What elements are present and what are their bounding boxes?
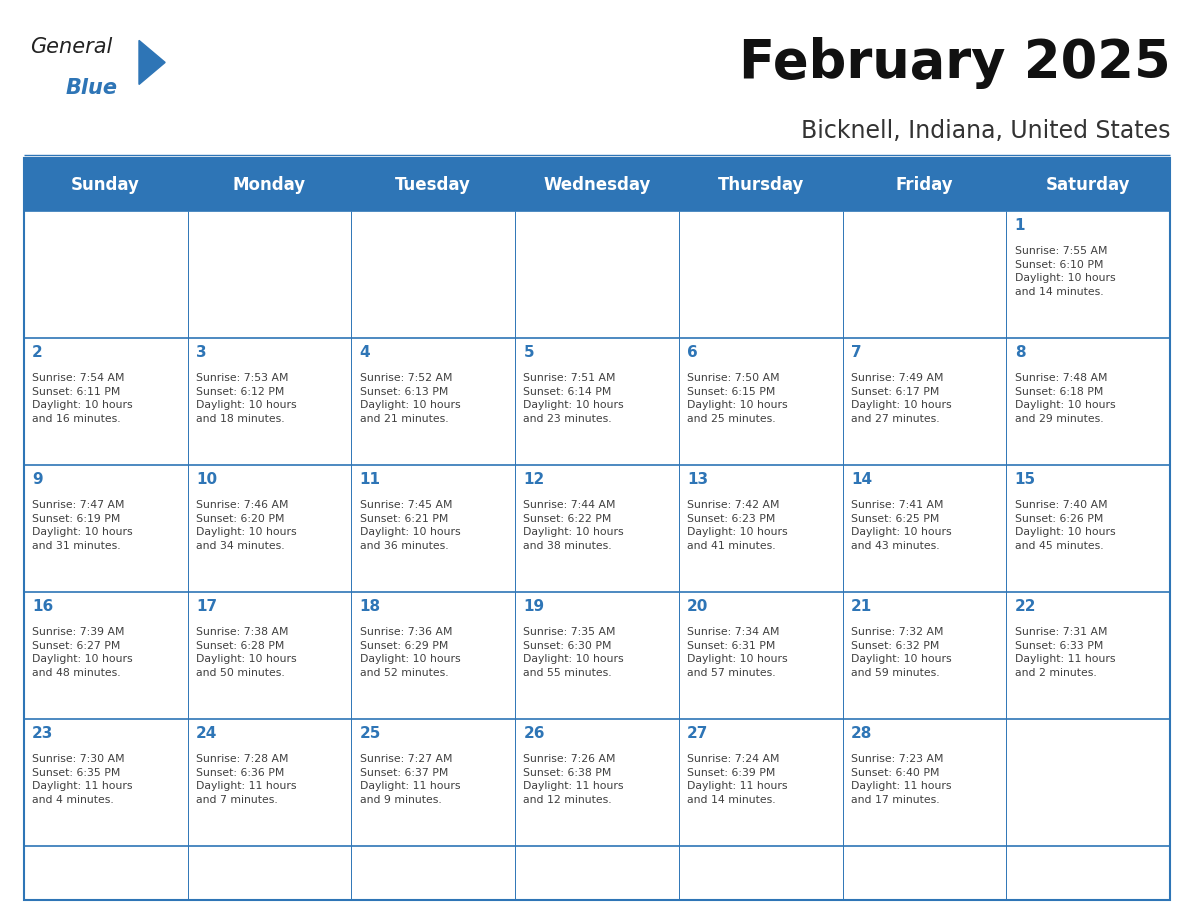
Text: Friday: Friday <box>896 175 953 194</box>
Text: 26: 26 <box>524 726 545 741</box>
Text: Thursday: Thursday <box>718 175 804 194</box>
Text: 27: 27 <box>687 726 708 741</box>
Text: Sunrise: 7:27 AM
Sunset: 6:37 PM
Daylight: 11 hours
and 9 minutes.: Sunrise: 7:27 AM Sunset: 6:37 PM Dayligh… <box>360 755 460 805</box>
Text: 25: 25 <box>360 726 381 741</box>
Text: Sunrise: 7:55 AM
Sunset: 6:10 PM
Daylight: 10 hours
and 14 minutes.: Sunrise: 7:55 AM Sunset: 6:10 PM Dayligh… <box>1015 246 1116 297</box>
Text: 7: 7 <box>851 344 861 360</box>
Text: Sunrise: 7:30 AM
Sunset: 6:35 PM
Daylight: 11 hours
and 4 minutes.: Sunrise: 7:30 AM Sunset: 6:35 PM Dayligh… <box>32 755 133 805</box>
Text: 11: 11 <box>360 472 380 487</box>
Text: Sunrise: 7:36 AM
Sunset: 6:29 PM
Daylight: 10 hours
and 52 minutes.: Sunrise: 7:36 AM Sunset: 6:29 PM Dayligh… <box>360 627 460 678</box>
Text: 18: 18 <box>360 599 380 614</box>
Text: Sunrise: 7:53 AM
Sunset: 6:12 PM
Daylight: 10 hours
and 18 minutes.: Sunrise: 7:53 AM Sunset: 6:12 PM Dayligh… <box>196 373 297 424</box>
Text: Sunrise: 7:47 AM
Sunset: 6:19 PM
Daylight: 10 hours
and 31 minutes.: Sunrise: 7:47 AM Sunset: 6:19 PM Dayligh… <box>32 500 133 551</box>
Bar <box>24 158 1170 211</box>
Text: Wednesday: Wednesday <box>543 175 651 194</box>
Text: 14: 14 <box>851 472 872 487</box>
Text: 3: 3 <box>196 344 207 360</box>
Text: Sunrise: 7:45 AM
Sunset: 6:21 PM
Daylight: 10 hours
and 36 minutes.: Sunrise: 7:45 AM Sunset: 6:21 PM Dayligh… <box>360 500 460 551</box>
Text: 15: 15 <box>1015 472 1036 487</box>
Text: 19: 19 <box>524 599 544 614</box>
Text: Sunrise: 7:51 AM
Sunset: 6:14 PM
Daylight: 10 hours
and 23 minutes.: Sunrise: 7:51 AM Sunset: 6:14 PM Dayligh… <box>524 373 624 424</box>
Text: Sunrise: 7:44 AM
Sunset: 6:22 PM
Daylight: 10 hours
and 38 minutes.: Sunrise: 7:44 AM Sunset: 6:22 PM Dayligh… <box>524 500 624 551</box>
Text: Sunrise: 7:32 AM
Sunset: 6:32 PM
Daylight: 10 hours
and 59 minutes.: Sunrise: 7:32 AM Sunset: 6:32 PM Dayligh… <box>851 627 952 678</box>
Text: Sunrise: 7:24 AM
Sunset: 6:39 PM
Daylight: 11 hours
and 14 minutes.: Sunrise: 7:24 AM Sunset: 6:39 PM Dayligh… <box>687 755 788 805</box>
Text: Sunrise: 7:39 AM
Sunset: 6:27 PM
Daylight: 10 hours
and 48 minutes.: Sunrise: 7:39 AM Sunset: 6:27 PM Dayligh… <box>32 627 133 678</box>
Text: 13: 13 <box>687 472 708 487</box>
Text: 5: 5 <box>524 344 535 360</box>
Text: 17: 17 <box>196 599 217 614</box>
Text: Blue: Blue <box>65 78 118 98</box>
Text: Sunrise: 7:48 AM
Sunset: 6:18 PM
Daylight: 10 hours
and 29 minutes.: Sunrise: 7:48 AM Sunset: 6:18 PM Dayligh… <box>1015 373 1116 424</box>
Text: Sunrise: 7:41 AM
Sunset: 6:25 PM
Daylight: 10 hours
and 43 minutes.: Sunrise: 7:41 AM Sunset: 6:25 PM Dayligh… <box>851 500 952 551</box>
Text: Bicknell, Indiana, United States: Bicknell, Indiana, United States <box>801 119 1170 143</box>
Text: 9: 9 <box>32 472 43 487</box>
Text: Monday: Monday <box>233 175 307 194</box>
Bar <box>24 158 1170 900</box>
Text: Sunrise: 7:35 AM
Sunset: 6:30 PM
Daylight: 10 hours
and 55 minutes.: Sunrise: 7:35 AM Sunset: 6:30 PM Dayligh… <box>524 627 624 678</box>
Text: 12: 12 <box>524 472 544 487</box>
Text: Sunrise: 7:34 AM
Sunset: 6:31 PM
Daylight: 10 hours
and 57 minutes.: Sunrise: 7:34 AM Sunset: 6:31 PM Dayligh… <box>687 627 788 678</box>
Text: 16: 16 <box>32 599 53 614</box>
Polygon shape <box>139 40 165 84</box>
Text: Sunrise: 7:54 AM
Sunset: 6:11 PM
Daylight: 10 hours
and 16 minutes.: Sunrise: 7:54 AM Sunset: 6:11 PM Dayligh… <box>32 373 133 424</box>
Text: Sunrise: 7:52 AM
Sunset: 6:13 PM
Daylight: 10 hours
and 21 minutes.: Sunrise: 7:52 AM Sunset: 6:13 PM Dayligh… <box>360 373 460 424</box>
Text: 24: 24 <box>196 726 217 741</box>
Text: 8: 8 <box>1015 344 1025 360</box>
Text: 23: 23 <box>32 726 53 741</box>
Text: Sunrise: 7:26 AM
Sunset: 6:38 PM
Daylight: 11 hours
and 12 minutes.: Sunrise: 7:26 AM Sunset: 6:38 PM Dayligh… <box>524 755 624 805</box>
Text: 4: 4 <box>360 344 371 360</box>
Text: General: General <box>30 37 112 57</box>
Text: Sunrise: 7:31 AM
Sunset: 6:33 PM
Daylight: 11 hours
and 2 minutes.: Sunrise: 7:31 AM Sunset: 6:33 PM Dayligh… <box>1015 627 1116 678</box>
Text: 10: 10 <box>196 472 217 487</box>
Text: 6: 6 <box>687 344 697 360</box>
Text: Sunday: Sunday <box>71 175 140 194</box>
Text: 22: 22 <box>1015 599 1036 614</box>
Text: 1: 1 <box>1015 218 1025 232</box>
Text: Sunrise: 7:40 AM
Sunset: 6:26 PM
Daylight: 10 hours
and 45 minutes.: Sunrise: 7:40 AM Sunset: 6:26 PM Dayligh… <box>1015 500 1116 551</box>
Text: Saturday: Saturday <box>1047 175 1131 194</box>
Text: 2: 2 <box>32 344 43 360</box>
Text: February 2025: February 2025 <box>739 37 1170 89</box>
Text: Sunrise: 7:46 AM
Sunset: 6:20 PM
Daylight: 10 hours
and 34 minutes.: Sunrise: 7:46 AM Sunset: 6:20 PM Dayligh… <box>196 500 297 551</box>
Text: 21: 21 <box>851 599 872 614</box>
Text: Sunrise: 7:23 AM
Sunset: 6:40 PM
Daylight: 11 hours
and 17 minutes.: Sunrise: 7:23 AM Sunset: 6:40 PM Dayligh… <box>851 755 952 805</box>
Text: Sunrise: 7:38 AM
Sunset: 6:28 PM
Daylight: 10 hours
and 50 minutes.: Sunrise: 7:38 AM Sunset: 6:28 PM Dayligh… <box>196 627 297 678</box>
Text: Sunrise: 7:50 AM
Sunset: 6:15 PM
Daylight: 10 hours
and 25 minutes.: Sunrise: 7:50 AM Sunset: 6:15 PM Dayligh… <box>687 373 788 424</box>
Text: Sunrise: 7:42 AM
Sunset: 6:23 PM
Daylight: 10 hours
and 41 minutes.: Sunrise: 7:42 AM Sunset: 6:23 PM Dayligh… <box>687 500 788 551</box>
Text: 20: 20 <box>687 599 708 614</box>
Text: 28: 28 <box>851 726 872 741</box>
Text: Tuesday: Tuesday <box>396 175 472 194</box>
Text: Sunrise: 7:49 AM
Sunset: 6:17 PM
Daylight: 10 hours
and 27 minutes.: Sunrise: 7:49 AM Sunset: 6:17 PM Dayligh… <box>851 373 952 424</box>
Text: Sunrise: 7:28 AM
Sunset: 6:36 PM
Daylight: 11 hours
and 7 minutes.: Sunrise: 7:28 AM Sunset: 6:36 PM Dayligh… <box>196 755 296 805</box>
